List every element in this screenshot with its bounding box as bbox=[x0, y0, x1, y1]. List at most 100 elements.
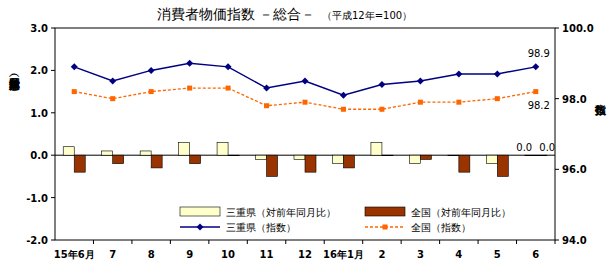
y-tick bbox=[51, 240, 55, 241]
x-tick bbox=[131, 240, 132, 244]
plot-area bbox=[63, 60, 547, 177]
x-tick bbox=[208, 240, 209, 244]
marker bbox=[187, 86, 192, 91]
x-tick bbox=[93, 240, 94, 244]
marker bbox=[533, 89, 538, 94]
y-axis-title: 対前年同月比（％） bbox=[8, 70, 22, 91]
marker bbox=[455, 70, 462, 77]
y-tick-label: -2.0 bbox=[26, 235, 48, 246]
annotation: 0.0 bbox=[539, 142, 555, 153]
bar bbox=[536, 155, 547, 157]
x-tick bbox=[285, 240, 286, 244]
x-tick bbox=[555, 240, 556, 244]
marker bbox=[417, 78, 424, 85]
bar bbox=[294, 155, 305, 159]
marker bbox=[341, 107, 346, 112]
marker bbox=[71, 63, 78, 70]
plot-frame bbox=[55, 28, 555, 240]
marker bbox=[72, 89, 77, 94]
bar bbox=[228, 155, 239, 157]
bar bbox=[486, 155, 497, 163]
y2-tick-label: 100.0 bbox=[562, 23, 594, 34]
y2-tick bbox=[555, 169, 559, 170]
bar bbox=[113, 155, 124, 163]
x-tick-label: 11 bbox=[260, 249, 274, 260]
bar bbox=[63, 147, 74, 155]
x-tick-label: 3 bbox=[417, 249, 424, 260]
marker bbox=[148, 67, 155, 74]
legend-label: 三重県（対前年同月比） bbox=[226, 207, 336, 218]
y2-tick bbox=[555, 240, 559, 241]
bar bbox=[217, 142, 228, 155]
x-tick-label: 4 bbox=[455, 249, 462, 260]
y2-tick-label: 96.0 bbox=[562, 164, 587, 175]
marker bbox=[302, 78, 309, 85]
legend-marker bbox=[383, 225, 388, 230]
bar bbox=[256, 155, 267, 159]
bar bbox=[420, 155, 431, 159]
marker bbox=[109, 78, 116, 85]
x-tick-label: 15年6月 bbox=[54, 249, 95, 260]
x-tick bbox=[247, 240, 248, 244]
marker bbox=[418, 100, 423, 105]
marker bbox=[264, 103, 269, 108]
x-tick bbox=[439, 240, 440, 244]
bar bbox=[382, 155, 393, 157]
x-tick bbox=[478, 240, 479, 244]
marker bbox=[110, 96, 115, 101]
bar bbox=[525, 155, 536, 157]
bar bbox=[151, 155, 162, 168]
marker bbox=[495, 96, 500, 101]
bar bbox=[102, 151, 113, 155]
annotation: 98.9 bbox=[528, 48, 550, 59]
bar bbox=[448, 155, 459, 157]
y-tick-label: 2.0 bbox=[30, 65, 48, 76]
legend-label: 全国（指数） bbox=[411, 222, 471, 233]
x-tick-label: 7 bbox=[109, 249, 116, 260]
marker bbox=[263, 85, 270, 92]
bar bbox=[140, 151, 151, 155]
legend-box bbox=[172, 204, 532, 234]
title: 消費者物価指数 －総合－ bbox=[157, 6, 315, 22]
x-tick-label: 6 bbox=[532, 249, 539, 260]
y-tick bbox=[51, 28, 55, 29]
marker bbox=[456, 100, 461, 105]
x-tick-label: 5 bbox=[494, 249, 501, 260]
legend-swatch bbox=[365, 207, 405, 216]
marker bbox=[225, 63, 232, 70]
bar bbox=[497, 155, 508, 176]
y-tick bbox=[51, 70, 55, 71]
marker bbox=[226, 86, 231, 91]
y2-tick bbox=[555, 98, 559, 99]
y-tick-label: 3.0 bbox=[30, 23, 48, 34]
bar bbox=[267, 155, 278, 176]
x-tick-label: 16年1月 bbox=[323, 249, 364, 260]
legend-label: 三重県（指数） bbox=[226, 222, 296, 233]
legend-swatch bbox=[180, 207, 220, 216]
marker bbox=[149, 89, 154, 94]
x-tick bbox=[170, 240, 171, 244]
legend-marker bbox=[197, 224, 204, 231]
x-tick-label: 10 bbox=[221, 249, 235, 260]
bar bbox=[190, 155, 201, 163]
annotation: 0.0 bbox=[516, 142, 532, 153]
x-tick-label: 8 bbox=[148, 249, 155, 260]
y-tick bbox=[51, 155, 55, 156]
y2-axis-title: 指数 bbox=[595, 104, 608, 116]
y2-tick-label: 94.0 bbox=[562, 235, 587, 246]
marker bbox=[186, 60, 193, 67]
subtitle: （平成12年=100） bbox=[322, 10, 412, 21]
bar bbox=[179, 142, 190, 155]
legend-label: 全国（対前年同月比） bbox=[411, 207, 511, 218]
y-tick-label: -1.0 bbox=[26, 193, 48, 204]
chart: 消費者物価指数 －総合－ （平成12年=100） -2.0 -1.0 0.0 1.0 2.0… bbox=[0, 0, 615, 277]
y-tick-label: 1.0 bbox=[30, 108, 48, 119]
bar bbox=[305, 155, 316, 172]
marker bbox=[379, 107, 384, 112]
bar bbox=[409, 155, 420, 163]
bar bbox=[459, 155, 470, 172]
marker bbox=[303, 100, 308, 105]
marker bbox=[494, 70, 501, 77]
x-tick bbox=[516, 240, 517, 244]
marker bbox=[340, 92, 347, 99]
